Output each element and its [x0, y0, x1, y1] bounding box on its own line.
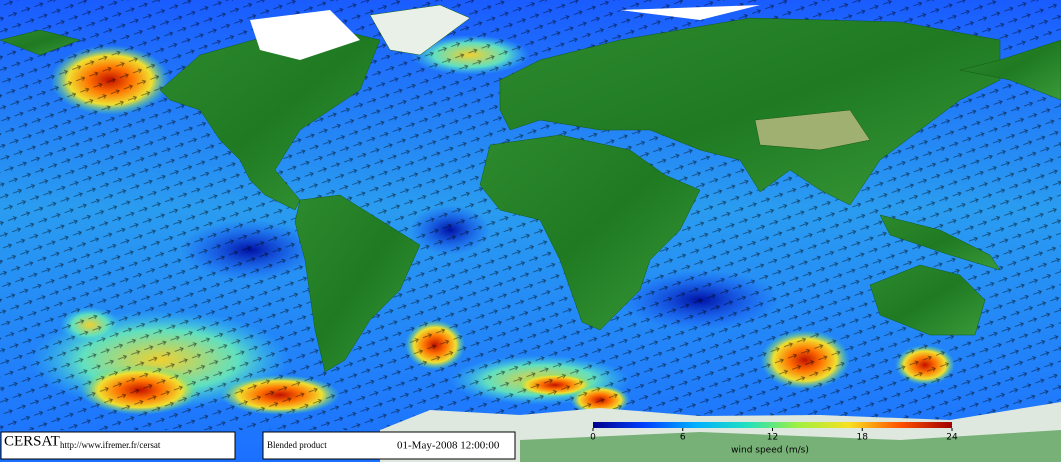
- colorbar-tick-label: 0: [590, 433, 596, 443]
- colorbar-tick-label: 18: [857, 433, 869, 443]
- colorbar-ramp: [593, 422, 952, 428]
- sea-ice: [250, 5, 760, 60]
- colorbar: wind speed (m/s) 0 6 12 18 24: [590, 422, 958, 456]
- colorbar-tick-label: 24: [946, 433, 958, 443]
- colorbar-label: wind speed (m/s): [731, 446, 809, 456]
- timestamp: 01-May-2008 12:00:00: [397, 440, 500, 452]
- antarctica-relief: [520, 430, 1061, 462]
- colorbar-tick-label: 6: [680, 433, 686, 443]
- product: Blended product: [267, 440, 327, 450]
- footer: CERSAT http://www.ifremer.fr/cersat Blen…: [0, 431, 516, 460]
- url: http://www.ifremer.fr/cersat: [60, 440, 161, 450]
- product-box: [262, 431, 516, 460]
- colorbar-tick-label: 12: [767, 433, 778, 443]
- brand-box: [0, 431, 236, 460]
- brand: CERSAT: [4, 433, 60, 449]
- land: [0, 4, 1061, 373]
